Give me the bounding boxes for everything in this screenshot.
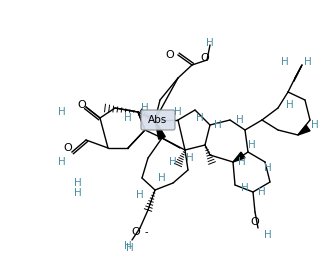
Text: H: H [196,113,204,123]
Text: H: H [286,100,294,110]
Text: O: O [132,227,141,237]
Text: H: H [214,120,222,130]
Text: O: O [251,217,259,227]
Text: H: H [281,57,289,67]
Text: H: H [124,241,132,251]
Text: H: H [248,140,256,150]
Polygon shape [155,120,165,139]
Text: H: H [241,183,249,193]
Polygon shape [233,152,245,162]
Text: H: H [58,107,66,117]
Text: H: H [206,38,214,48]
Text: H: H [264,163,272,173]
Polygon shape [298,125,310,135]
Text: H: H [126,243,134,253]
FancyBboxPatch shape [141,110,175,130]
Text: H: H [169,157,177,167]
Text: H: H [186,153,194,163]
Text: H: H [158,173,166,183]
Text: O: O [201,53,209,63]
Text: H: H [124,113,132,123]
Text: H: H [74,178,82,188]
Text: -: - [144,227,148,237]
Text: O: O [64,143,72,153]
Text: H: H [236,115,244,125]
Text: O: O [166,50,174,60]
Text: H: H [311,120,319,130]
Text: H: H [238,157,246,167]
Text: Abs: Abs [148,115,168,125]
Text: H: H [74,188,82,198]
Text: H: H [58,157,66,167]
Text: H: H [258,187,266,197]
Text: H: H [264,230,272,240]
Text: H: H [141,103,149,113]
Text: H: H [174,107,182,117]
Text: O: O [78,100,86,110]
Text: H: H [136,190,144,200]
Text: H: H [304,57,312,67]
